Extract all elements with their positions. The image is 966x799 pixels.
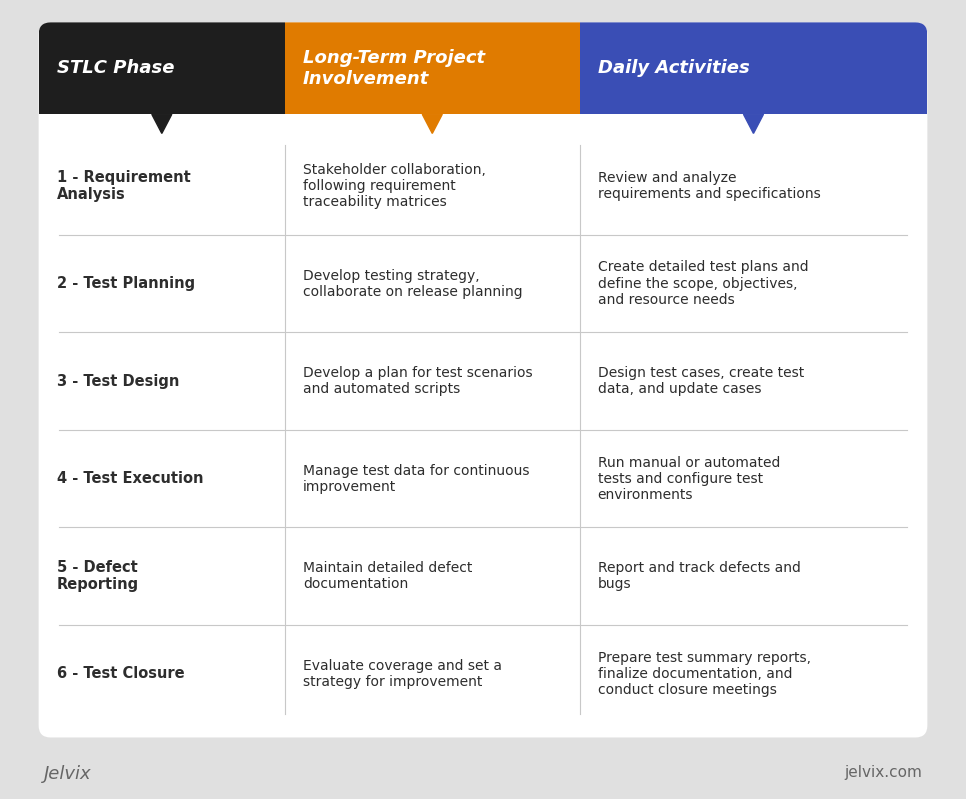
Text: Daily Activities: Daily Activities [598, 59, 750, 78]
Polygon shape [422, 114, 442, 133]
FancyBboxPatch shape [39, 22, 927, 737]
Text: Run manual or automated
tests and configure test
environments: Run manual or automated tests and config… [598, 455, 780, 502]
Text: Create detailed test plans and
define the scope, objectives,
and resource needs: Create detailed test plans and define th… [598, 260, 809, 307]
Polygon shape [744, 114, 763, 133]
Text: Develop a plan for test scenarios
and automated scripts: Develop a plan for test scenarios and au… [303, 366, 532, 396]
Text: Evaluate coverage and set a
strategy for improvement: Evaluate coverage and set a strategy for… [303, 658, 502, 689]
Text: STLC Phase: STLC Phase [57, 59, 174, 78]
Text: 3 - Test Design: 3 - Test Design [57, 374, 179, 388]
Text: 1 - Requirement
Analysis: 1 - Requirement Analysis [57, 170, 190, 202]
Text: Jelvix: Jelvix [43, 765, 91, 784]
Text: Design test cases, create test
data, and update cases: Design test cases, create test data, and… [598, 366, 804, 396]
Text: Develop testing strategy,
collaborate on release planning: Develop testing strategy, collaborate on… [303, 268, 523, 299]
Text: 6 - Test Closure: 6 - Test Closure [57, 666, 185, 682]
FancyBboxPatch shape [285, 22, 580, 114]
Text: 5 - Defect
Reporting: 5 - Defect Reporting [57, 560, 139, 592]
Text: Manage test data for continuous
improvement: Manage test data for continuous improvem… [303, 463, 529, 494]
Text: 2 - Test Planning: 2 - Test Planning [57, 276, 195, 291]
FancyBboxPatch shape [39, 22, 285, 114]
Text: Prepare test summary reports,
finalize documentation, and
conduct closure meetin: Prepare test summary reports, finalize d… [598, 650, 810, 697]
Text: Stakeholder collaboration,
following requirement
traceability matrices: Stakeholder collaboration, following req… [303, 163, 486, 209]
Text: Review and analyze
requirements and specifications: Review and analyze requirements and spec… [598, 171, 820, 201]
FancyBboxPatch shape [580, 22, 927, 114]
Text: Report and track defects and
bugs: Report and track defects and bugs [598, 561, 801, 591]
Text: Long-Term Project
Involvement: Long-Term Project Involvement [303, 49, 485, 88]
Text: 4 - Test Execution: 4 - Test Execution [57, 471, 203, 487]
Polygon shape [152, 114, 172, 133]
Text: jelvix.com: jelvix.com [844, 765, 923, 781]
Text: Maintain detailed defect
documentation: Maintain detailed defect documentation [303, 561, 472, 591]
